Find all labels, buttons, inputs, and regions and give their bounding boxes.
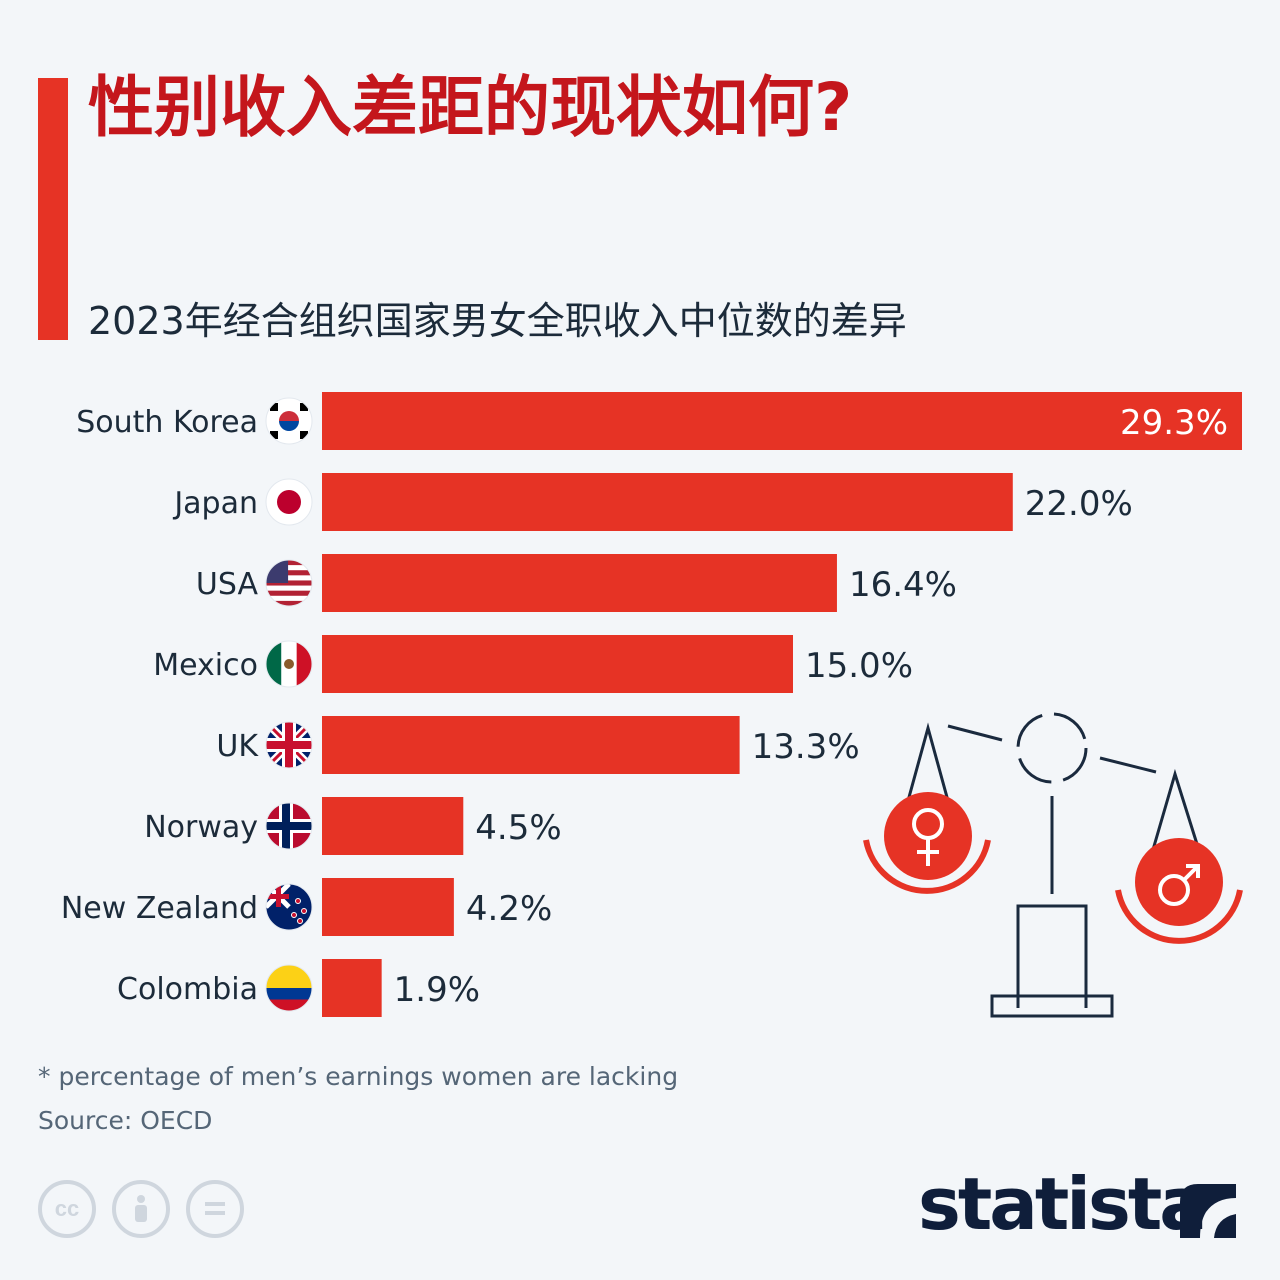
chart-title: 性别收入差距的现状如何?	[88, 72, 852, 145]
attribution-icon[interactable]	[112, 1180, 170, 1238]
usa-flag-icon	[266, 560, 312, 607]
bar[interactable]	[322, 635, 793, 693]
bar[interactable]	[322, 554, 837, 612]
bar[interactable]	[322, 392, 1242, 450]
category-label: Norway	[144, 810, 258, 845]
source-link[interactable]: Source: OECD	[38, 1106, 212, 1135]
new-zealand-flag-icon	[266, 884, 312, 930]
value-label: 15.0%	[805, 646, 913, 686]
value-label: 29.3%	[1120, 403, 1228, 443]
category-label: USA	[196, 567, 259, 602]
value-label: 13.3%	[752, 727, 860, 767]
category-label: Mexico	[153, 648, 258, 683]
category-label: New Zealand	[61, 891, 258, 926]
mexico-flag-icon	[266, 641, 312, 687]
bar[interactable]	[322, 878, 454, 936]
category-label: Japan	[172, 486, 258, 521]
footnote: * percentage of men’s earnings women are…	[38, 1062, 678, 1091]
creative-commons-icon[interactable]: cc	[38, 1180, 96, 1238]
value-label: 4.2%	[466, 889, 552, 929]
statista-mark-icon	[1176, 1178, 1240, 1242]
category-label: UK	[216, 729, 259, 764]
chart-subtitle: 2023年经合组织国家男女全职收入中位数的差异	[88, 290, 907, 345]
accent-bar	[38, 78, 68, 340]
license-icons: cc	[38, 1180, 244, 1238]
statista-logo[interactable]: statista	[918, 1168, 1205, 1240]
south-korea-flag-icon	[266, 398, 312, 444]
category-label: South Korea	[76, 405, 258, 440]
norway-flag-icon	[266, 803, 312, 849]
value-label: 22.0%	[1025, 484, 1133, 524]
bar[interactable]	[322, 959, 382, 1017]
bar[interactable]	[322, 473, 1013, 531]
bar[interactable]	[322, 797, 463, 855]
no-derivatives-icon[interactable]	[186, 1180, 244, 1238]
colombia-flag-icon	[266, 965, 312, 1011]
value-label: 16.4%	[849, 565, 957, 605]
bar[interactable]	[322, 716, 740, 774]
uk-flag-icon	[266, 722, 312, 768]
scale-illustration-icon	[850, 700, 1250, 1030]
japan-flag-icon	[266, 479, 312, 525]
value-label: 1.9%	[394, 970, 480, 1010]
category-label: Colombia	[117, 972, 258, 1007]
value-label: 4.5%	[475, 808, 561, 848]
